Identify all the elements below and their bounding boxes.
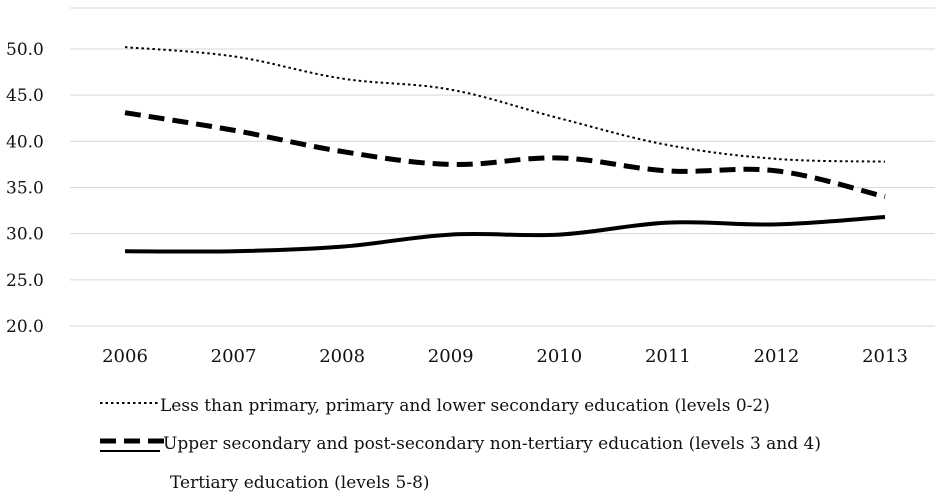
x-axis-tick-labels: 2006 2007 2008 2009 2010 2011 2012 2013: [102, 346, 908, 367]
legend: Less than primary, primary and lower sec…: [100, 396, 821, 493]
x-tick-label: 2012: [754, 346, 800, 367]
y-tick-label: 25.0: [6, 271, 44, 291]
legend-label: Tertiary education (levels 5-8): [170, 473, 430, 493]
x-tick-label: 2010: [536, 346, 582, 367]
x-tick-label: 2013: [862, 346, 908, 367]
y-tick-label: 35.0: [6, 179, 44, 199]
y-tick-label: 45.0: [6, 86, 44, 106]
series-line-levels-3-4: [124, 110, 886, 200]
x-tick-label: 2009: [428, 346, 474, 367]
y-axis-tick-labels: 20.0 25.0 30.0 35.0 40.0 45.0 50.0: [6, 40, 44, 337]
legend-label: Upper secondary and post-secondary non-t…: [163, 434, 821, 454]
x-tick-label: 2007: [211, 346, 257, 367]
series-lines: [124, 46, 886, 254]
x-tick-label: 2011: [645, 346, 691, 367]
series-line-levels-0-2: [124, 46, 886, 163]
y-tick-label: 30.0: [6, 225, 44, 245]
x-tick-label: 2008: [319, 346, 365, 367]
legend-label: Less than primary, primary and lower sec…: [160, 396, 770, 416]
series-line-levels-5-8: [124, 215, 886, 254]
x-tick-label: 2006: [102, 346, 148, 367]
y-tick-label: 50.0: [6, 40, 44, 60]
grid-lines: [70, 7, 935, 327]
y-tick-label: 20.0: [6, 317, 44, 337]
y-tick-label: 40.0: [6, 132, 44, 152]
